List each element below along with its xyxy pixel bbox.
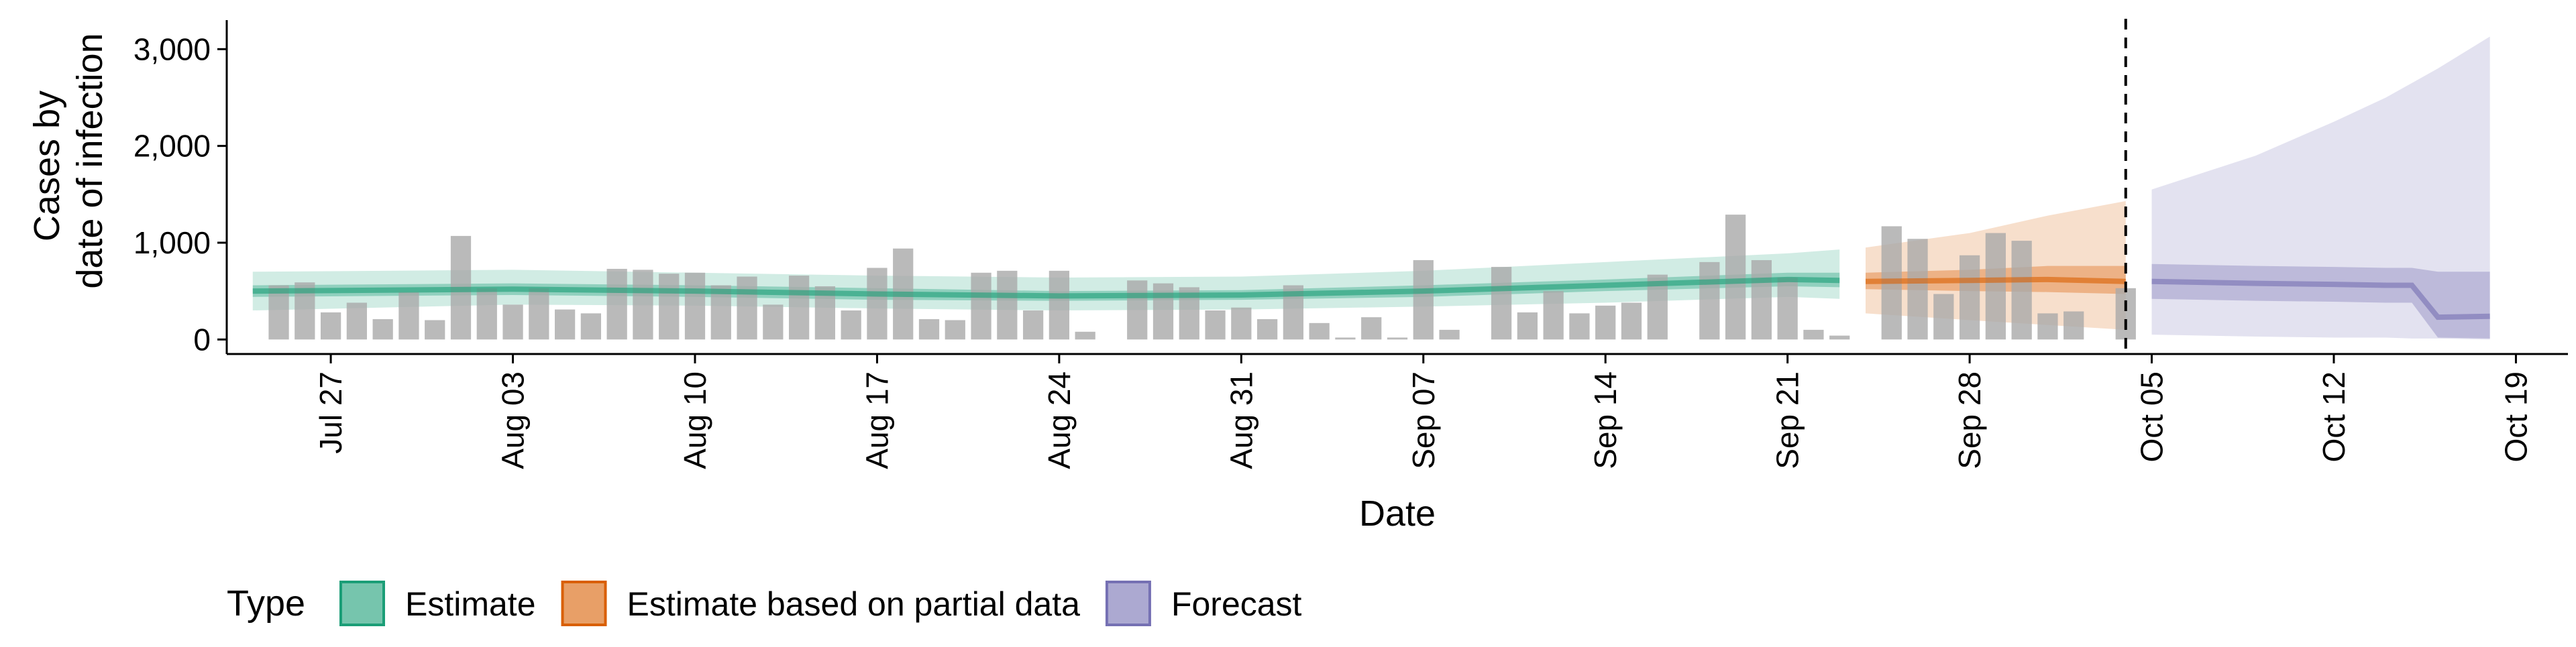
x-tick-label: Jul 27	[313, 371, 348, 454]
bar	[1699, 261, 1720, 340]
legend: Type Estimate Estimate based on partial d…	[227, 581, 1302, 626]
y-tick-label: 1,000	[133, 225, 211, 260]
bar	[268, 285, 289, 340]
median-line-0	[252, 276, 1840, 299]
band-outer-2	[2151, 36, 2490, 340]
bar	[1751, 259, 1772, 340]
bar	[2063, 311, 2084, 340]
bar	[554, 309, 576, 340]
bar	[763, 304, 784, 340]
legend-key-1	[561, 581, 607, 626]
bar	[945, 320, 965, 340]
bar	[606, 268, 627, 340]
bar	[1491, 267, 1512, 340]
bar	[502, 304, 523, 340]
x-tick-label: Aug 03	[496, 371, 531, 469]
y-axis-title-line1: Cases by	[27, 91, 67, 241]
bar	[1829, 335, 1850, 340]
bar	[2037, 313, 2058, 340]
median-layer	[252, 276, 2490, 320]
x-axis-title: Date	[1359, 493, 1436, 534]
x-tick-label: Aug 24	[1042, 371, 1077, 469]
bar	[1933, 294, 1954, 340]
bar	[684, 272, 706, 340]
y-ticks: 0 1,000 2,000 3,000	[133, 32, 227, 357]
legend-title: Type	[227, 583, 305, 624]
bar	[788, 276, 810, 340]
legend-label-2: Forecast	[1171, 585, 1302, 623]
bar	[2115, 288, 2136, 340]
median-line-1	[1865, 276, 2126, 284]
bar	[1413, 259, 1434, 340]
median-line-2	[2151, 278, 2490, 320]
y-tick-label: 3,000	[133, 32, 211, 66]
bar	[1361, 317, 1382, 340]
x-tick-label: Aug 31	[1224, 371, 1258, 469]
bar	[1152, 283, 1174, 340]
y-axis-title-line2: date of infection	[70, 33, 110, 288]
bar	[1959, 255, 1980, 340]
x-tick-label: Sep 14	[1588, 371, 1623, 469]
bar	[1517, 312, 1538, 340]
legend-key-0	[339, 581, 385, 626]
x-tick-label: Sep 21	[1770, 371, 1805, 469]
x-ticks: Jul 27 Aug 03 Aug 10 Aug 17 Aug 24 Aug 31 Sep …	[313, 354, 2533, 469]
bar	[346, 302, 368, 340]
bar	[971, 272, 991, 340]
bar	[710, 285, 731, 340]
x-tick-label: Sep 07	[1406, 371, 1441, 469]
bar	[1231, 307, 1252, 340]
bar	[580, 313, 602, 340]
bar	[425, 320, 445, 340]
bar	[1543, 291, 1564, 340]
bar	[1309, 322, 1330, 340]
bar	[1595, 305, 1616, 340]
bar	[867, 268, 888, 340]
x-tick-label: Oct 05	[2135, 371, 2169, 463]
bar	[997, 270, 1018, 340]
bar	[1049, 270, 1070, 340]
bar	[1803, 329, 1824, 340]
bar	[1725, 215, 1746, 340]
bar	[1022, 310, 1044, 340]
bar	[1387, 337, 1408, 340]
bar	[841, 310, 861, 340]
x-tick-label: Oct 19	[2498, 371, 2533, 463]
bar	[1127, 280, 1148, 340]
bar	[633, 270, 653, 340]
bar	[1439, 329, 1460, 340]
bar	[659, 274, 680, 340]
bar	[320, 312, 341, 340]
legend-key-2	[1105, 581, 1151, 626]
bar	[1335, 337, 1356, 340]
y-tick-label: 2,000	[133, 129, 211, 164]
bar	[1075, 331, 1095, 340]
legend-label-0: Estimate	[405, 585, 536, 623]
bar	[737, 276, 757, 340]
bar	[1777, 277, 1798, 340]
legend-label-1: Estimate based on partial data	[627, 585, 1081, 623]
bar	[1985, 233, 2006, 340]
bar	[529, 288, 549, 340]
bar	[476, 288, 497, 340]
x-tick-label: Aug 17	[859, 371, 894, 469]
bar	[1205, 310, 1226, 340]
x-tick-label: Oct 12	[2316, 371, 2351, 463]
x-tick-label: Sep 28	[1952, 371, 1987, 469]
bar	[372, 319, 393, 340]
bar	[918, 319, 940, 340]
bar	[398, 292, 419, 340]
bar	[1621, 302, 1642, 340]
y-tick-label: 0	[193, 322, 211, 357]
x-tick-label: Aug 10	[678, 371, 712, 469]
y-axis-title: Cases by date of infection	[27, 33, 110, 288]
bar	[1569, 313, 1590, 340]
axes-layer	[225, 20, 2568, 355]
bar	[2011, 241, 2032, 340]
bar	[1907, 239, 1928, 340]
bar	[1256, 319, 1278, 340]
